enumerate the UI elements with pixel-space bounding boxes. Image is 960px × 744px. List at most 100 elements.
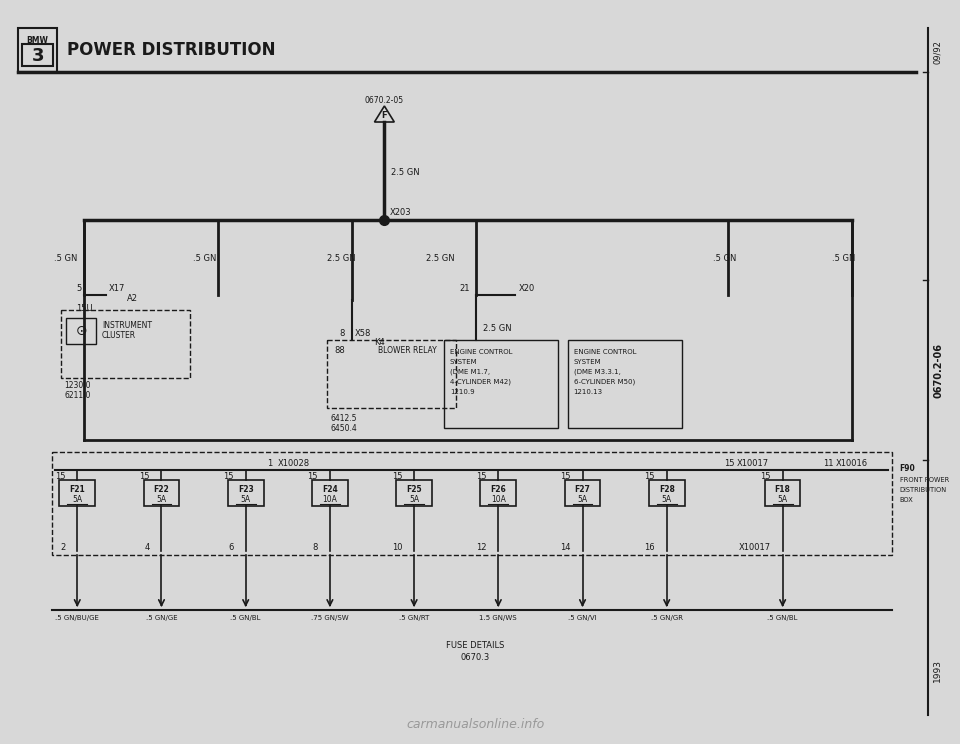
Text: 6: 6: [228, 544, 234, 553]
Text: .5 GN/GE: .5 GN/GE: [146, 615, 178, 621]
Text: 15: 15: [476, 472, 487, 481]
Text: 12: 12: [476, 544, 487, 553]
Text: 1: 1: [267, 458, 272, 467]
Text: 5A: 5A: [409, 495, 420, 504]
Text: 15: 15: [392, 472, 402, 481]
Text: 10: 10: [392, 544, 402, 553]
Text: X10016: X10016: [836, 458, 868, 467]
Text: 2: 2: [60, 544, 65, 553]
Text: 5A: 5A: [72, 495, 83, 504]
Text: FUSE DETAILS: FUSE DETAILS: [446, 641, 505, 650]
Text: 8: 8: [340, 329, 345, 338]
Text: .5 GN/BU/GE: .5 GN/BU/GE: [56, 615, 99, 621]
Text: 1230.0: 1230.0: [64, 380, 91, 390]
Text: 1210.13: 1210.13: [574, 389, 603, 395]
Text: .5 GN: .5 GN: [55, 254, 78, 263]
Text: ENGINE CONTROL: ENGINE CONTROL: [574, 349, 636, 355]
Text: 5A: 5A: [156, 495, 166, 504]
Text: 11: 11: [823, 458, 833, 467]
Text: ENGINE CONTROL: ENGINE CONTROL: [450, 349, 513, 355]
Text: X10017: X10017: [737, 458, 769, 467]
Text: BLOWER RELAY: BLOWER RELAY: [378, 345, 437, 354]
Text: A2: A2: [127, 293, 138, 303]
Text: X17: X17: [109, 283, 126, 292]
Text: 5A: 5A: [241, 495, 251, 504]
Text: BOX: BOX: [900, 497, 913, 503]
Text: .5 GN/GR: .5 GN/GR: [651, 615, 683, 621]
Text: X58: X58: [354, 329, 371, 338]
Bar: [61, 310, 190, 378]
Text: 10A: 10A: [323, 495, 337, 504]
Text: 1.5 GN/WS: 1.5 GN/WS: [479, 615, 517, 621]
Text: 15: 15: [644, 472, 655, 481]
Text: K4: K4: [374, 338, 385, 347]
Text: 16: 16: [644, 544, 655, 553]
Text: 0670.2-05: 0670.2-05: [365, 95, 404, 104]
Text: F90: F90: [900, 464, 915, 472]
Text: .75 GN/SW: .75 GN/SW: [311, 615, 348, 621]
Text: 5: 5: [76, 283, 82, 292]
Text: 3: 3: [32, 47, 44, 65]
Bar: [144, 480, 180, 506]
Bar: [18, 28, 58, 72]
Text: BMW: BMW: [27, 36, 49, 45]
Text: (DME M1.7,: (DME M1.7,: [450, 369, 490, 375]
Text: 5A: 5A: [778, 495, 788, 504]
Text: .5 GN: .5 GN: [832, 254, 855, 263]
Text: F25: F25: [406, 484, 421, 493]
Text: F27: F27: [575, 484, 590, 493]
Text: F: F: [381, 111, 387, 120]
Text: 2.5 GN: 2.5 GN: [327, 254, 355, 263]
Text: 15: 15: [724, 458, 734, 467]
Text: F18: F18: [775, 484, 791, 493]
Text: 2.5 GN: 2.5 GN: [426, 254, 455, 263]
Bar: [327, 340, 456, 408]
Text: 15: 15: [560, 472, 570, 481]
Bar: [52, 452, 892, 555]
Text: POWER DISTRIBUTION: POWER DISTRIBUTION: [67, 41, 276, 59]
Text: SYSTEM: SYSTEM: [450, 359, 477, 365]
Text: F26: F26: [491, 484, 506, 493]
Text: 5A: 5A: [661, 495, 672, 504]
Bar: [480, 480, 516, 506]
Text: X20: X20: [519, 283, 536, 292]
Text: (DME M3.3.1,: (DME M3.3.1,: [574, 369, 620, 375]
Text: 15: 15: [139, 472, 150, 481]
Bar: [60, 480, 95, 506]
Text: 2.5 GN: 2.5 GN: [484, 324, 512, 333]
Text: .5 GN/BL: .5 GN/BL: [230, 615, 261, 621]
Bar: [228, 480, 264, 506]
Text: .5 GN: .5 GN: [193, 254, 217, 263]
Text: 1993: 1993: [933, 658, 942, 682]
Text: 1210.9: 1210.9: [450, 389, 474, 395]
Text: 6211.0: 6211.0: [64, 391, 91, 400]
Text: 5A: 5A: [578, 495, 588, 504]
Text: 8: 8: [313, 544, 318, 553]
Text: FRONT POWER: FRONT POWER: [900, 477, 948, 483]
Text: .5 GN/VI: .5 GN/VI: [568, 615, 597, 621]
Bar: [22, 44, 54, 66]
Text: X203: X203: [390, 208, 411, 217]
Text: 09/92: 09/92: [933, 40, 942, 64]
Bar: [765, 480, 801, 506]
Text: F22: F22: [154, 484, 169, 493]
Text: 10A: 10A: [491, 495, 506, 504]
Text: X10028: X10028: [277, 458, 309, 467]
Text: .5 GN/BL: .5 GN/BL: [767, 615, 798, 621]
Text: INSTRUMENT: INSTRUMENT: [102, 321, 152, 330]
Text: F28: F28: [659, 484, 675, 493]
Text: F21: F21: [69, 484, 85, 493]
Text: 15: 15: [224, 472, 234, 481]
Text: F24: F24: [322, 484, 338, 493]
Text: 6-CYLINDER M50): 6-CYLINDER M50): [574, 379, 635, 385]
Text: 6450.4: 6450.4: [331, 423, 358, 432]
Text: DISTRIBUTION: DISTRIBUTION: [900, 487, 947, 493]
Text: ⊙: ⊙: [76, 324, 87, 338]
Bar: [444, 340, 558, 428]
Text: .5 GN/RT: .5 GN/RT: [399, 615, 429, 621]
Text: 6412.5: 6412.5: [331, 414, 357, 423]
Text: 15: 15: [307, 472, 318, 481]
Bar: [396, 480, 432, 506]
Text: 2.5 GN: 2.5 GN: [392, 167, 420, 176]
Bar: [567, 340, 682, 428]
